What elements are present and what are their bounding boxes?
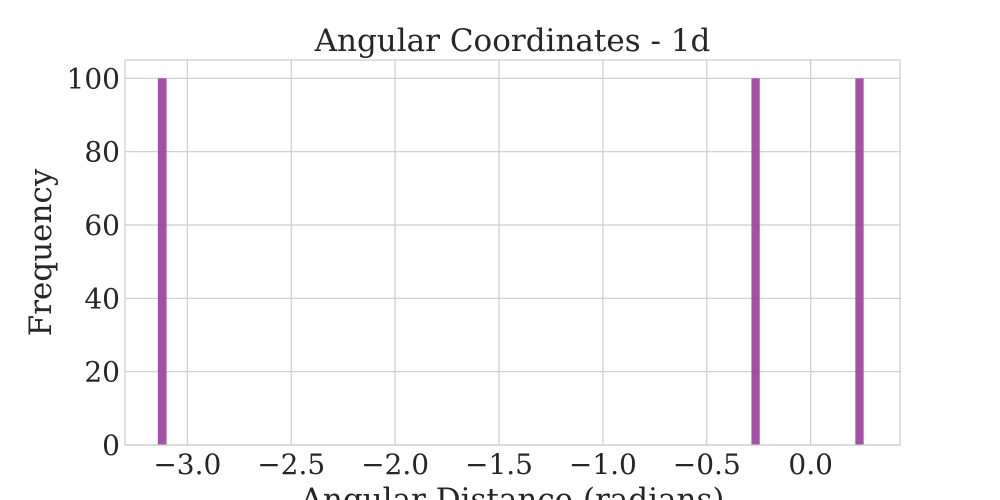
plot-frame [124,59,901,446]
histogram-bars [157,78,864,445]
x-tick-labels: −3.0 −2.5 −2.0 −1.5 −1.0 −0.5 0.0 [153,448,833,481]
grid-lines [125,60,900,446]
histogram-bar [751,78,760,445]
x-tick-label: −2.0 [361,448,429,481]
x-tick-label: −1.0 [569,448,637,481]
x-axis-label: Angular Distance (radians) [300,482,725,500]
x-tick-label: 0.0 [788,448,833,481]
y-tick-labels: 0 20 40 60 80 100 [67,62,120,462]
y-tick-label: 40 [84,282,120,315]
x-tick-label: −0.5 [673,448,741,481]
x-tick-label: −3.0 [153,448,221,481]
y-axis-label: Frequency [23,168,59,336]
chart-title: Angular Coordinates - 1d [314,23,711,59]
x-tick-label: −2.5 [257,448,325,481]
y-tick-label: 80 [84,136,120,169]
histogram-bar [855,78,864,445]
y-tick-label: 0 [102,429,120,462]
x-tick-label: −1.5 [465,448,533,481]
histogram-bar [157,78,167,445]
y-tick-label: 20 [84,356,120,389]
y-tick-label: 100 [67,62,120,95]
y-tick-label: 60 [84,209,120,242]
